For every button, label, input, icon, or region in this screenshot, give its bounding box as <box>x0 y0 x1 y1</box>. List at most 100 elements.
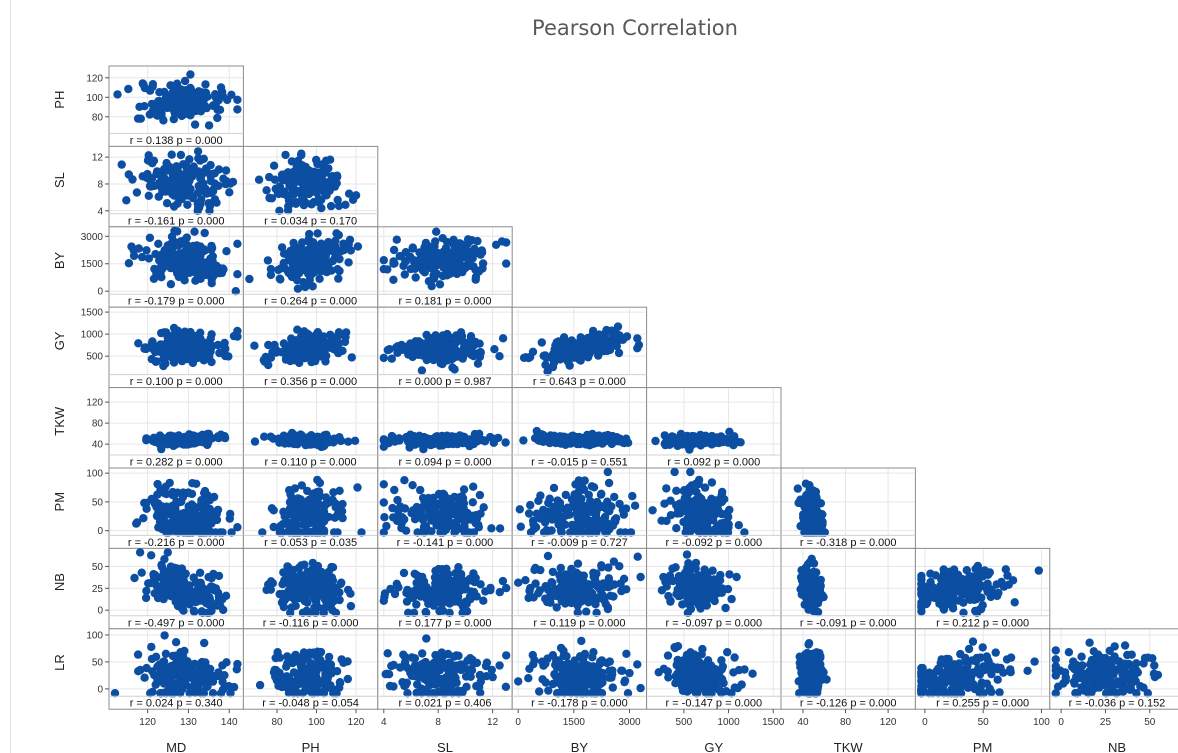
scatter-point <box>434 335 443 344</box>
scatter-point <box>211 90 220 99</box>
scatter-point <box>324 237 333 247</box>
scatter-point <box>145 233 155 242</box>
scatter-point <box>138 172 147 181</box>
scatter-point <box>162 199 172 208</box>
y-tick-label: 0 <box>97 526 103 537</box>
scatter-point <box>630 501 640 510</box>
correlation-label: r = 0.356 p = 0.000 <box>264 376 357 388</box>
scatter-point <box>300 246 309 255</box>
scatter-point <box>415 248 424 257</box>
scatter-point <box>154 239 163 248</box>
scatter-point <box>327 343 336 353</box>
scatter-point <box>463 235 473 244</box>
scatter-point <box>311 580 320 590</box>
scatter-point <box>159 177 168 187</box>
scatter-point <box>539 351 548 360</box>
correlation-label: r = -0.092 p = 0.000 <box>665 537 762 549</box>
scatter-point <box>140 498 149 508</box>
scatter-point <box>275 206 284 215</box>
scatter-point <box>221 166 231 175</box>
scatter-point <box>297 481 306 490</box>
scatter-point <box>400 476 409 485</box>
scatter-point <box>393 495 402 505</box>
scatter-point <box>727 594 736 604</box>
scatter-point <box>320 603 329 613</box>
scatter-point <box>390 485 399 495</box>
scatter-point <box>331 335 340 345</box>
scatter-point <box>219 605 228 615</box>
scatter-point <box>219 174 228 183</box>
scatter-point <box>549 358 559 367</box>
scatter-point <box>264 340 273 350</box>
correlation-label: r = 0.094 p = 0.000 <box>399 457 492 469</box>
scatter-point <box>270 175 280 184</box>
scatter-point <box>390 589 400 599</box>
scatter-point <box>167 232 177 241</box>
scatter-point <box>339 245 348 254</box>
scatter-point <box>469 482 478 491</box>
scatter-point <box>214 165 224 174</box>
scatter-point <box>530 565 539 575</box>
scatter-point <box>190 120 200 129</box>
scatter-point <box>683 595 692 605</box>
scatter-point <box>293 284 303 293</box>
scatter-point <box>434 249 443 258</box>
scatter-point <box>304 432 314 442</box>
scatter-point <box>171 510 181 520</box>
scatter-point <box>604 563 613 572</box>
y-tick-label: 100 <box>86 93 103 104</box>
scatter-point <box>688 564 697 573</box>
scatter-point <box>437 437 447 446</box>
scatter-point <box>161 165 171 174</box>
scatter-point <box>156 269 165 278</box>
correlation-label: r = 0.092 p = 0.000 <box>667 457 760 469</box>
scatter-point <box>223 95 232 105</box>
scatter-point <box>202 189 211 198</box>
scatter-point <box>498 334 508 343</box>
scatter-point <box>593 343 602 352</box>
scatter-point <box>275 438 284 447</box>
y-tick-label: 12 <box>92 153 104 164</box>
scatter-point <box>389 275 398 284</box>
scatter-point <box>420 264 429 273</box>
scatter-point <box>725 427 734 436</box>
scatter-point <box>651 436 660 446</box>
scatter-point <box>188 248 197 257</box>
y-tick-label: 1500 <box>81 259 104 270</box>
y-tick-label: 500 <box>86 352 103 363</box>
scatter-point <box>603 467 612 477</box>
scatter-point <box>602 325 611 335</box>
scatter-point <box>344 240 353 249</box>
scatter-point <box>502 259 511 268</box>
scatter-point <box>266 264 276 274</box>
scatter-point <box>233 239 242 248</box>
scatter-point <box>303 526 312 536</box>
scatter-point <box>196 174 205 183</box>
scatter-point <box>438 606 448 615</box>
scatter-point <box>556 563 565 573</box>
scatter-point <box>186 168 196 178</box>
scatter-point <box>289 189 298 198</box>
scatter-point <box>383 265 392 274</box>
scatter-point <box>672 486 681 495</box>
y-tick-label: 120 <box>86 73 103 84</box>
scatter-point <box>541 360 550 370</box>
scatter-point <box>516 522 525 531</box>
scatter-point <box>694 475 704 485</box>
scatter-point <box>130 573 139 583</box>
scatter-point <box>197 499 206 509</box>
scatter-point <box>529 520 538 529</box>
scatter-point <box>458 337 468 346</box>
scatter-point <box>435 578 444 587</box>
scatter-point <box>389 259 398 268</box>
row-label-ph: PH <box>52 91 67 109</box>
scatter-point <box>423 251 432 261</box>
scatter-point <box>450 519 460 528</box>
scatter-point <box>196 328 205 337</box>
scatter-point <box>971 606 980 616</box>
scatter-point <box>379 498 388 507</box>
scatter-point <box>379 480 388 489</box>
scatter-point <box>673 509 682 518</box>
scatter-point <box>215 348 224 358</box>
scatter-point <box>293 574 302 583</box>
